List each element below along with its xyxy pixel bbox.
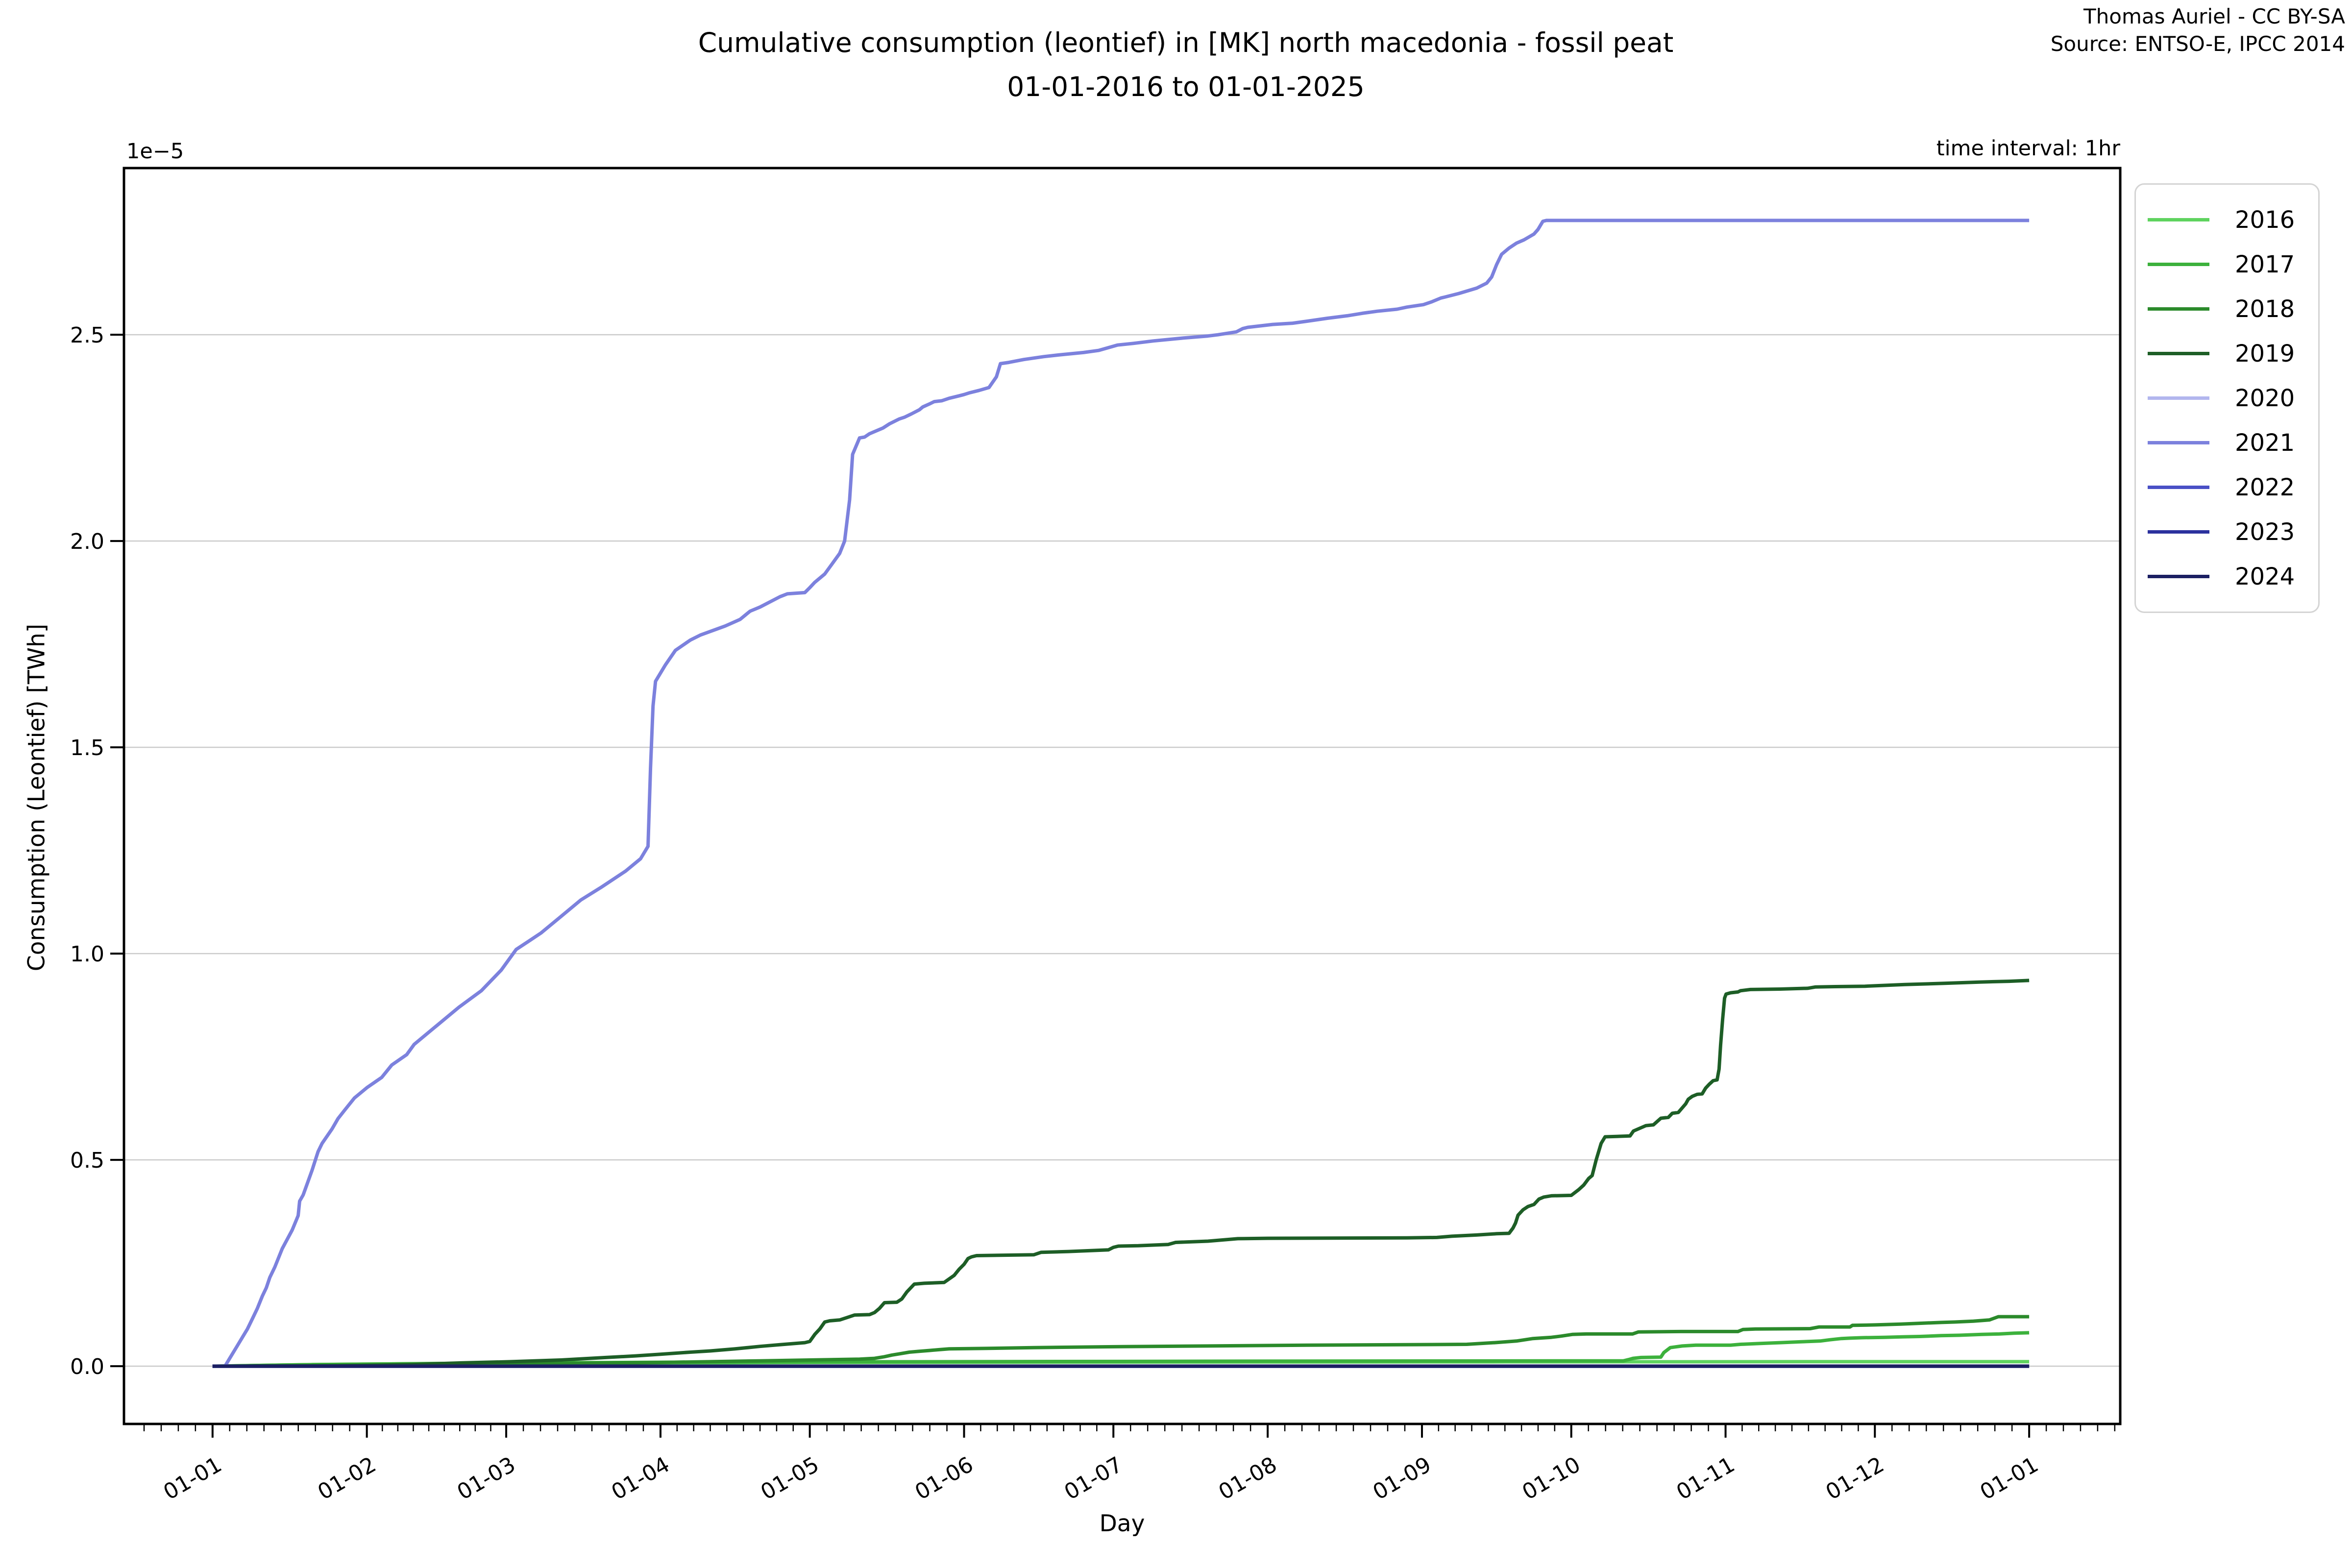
legend-label: 2020 (2235, 384, 2295, 412)
series-line-2019 (212, 979, 2030, 1368)
attribution-source: Source: ENTSO-E, IPCC 2014 (2050, 32, 2345, 56)
y-tick-label: 1.0 (70, 942, 104, 967)
legend-swatch-icon (2148, 307, 2209, 311)
x-tick-label: 01-12 (1822, 1452, 1888, 1505)
legend-swatch-icon (2148, 396, 2209, 400)
y-tick-label: 0.5 (70, 1148, 104, 1173)
y-axis-offset-label: 1e−5 (126, 139, 184, 164)
series-line-2017 (212, 1331, 2030, 1368)
time-interval-label: time interval: 1hr (1936, 136, 2120, 161)
legend-item-2024: 2024 (2148, 554, 2318, 599)
chart-title: Cumulative consumption (leontief) in [MK… (510, 21, 1862, 109)
legend-swatch-icon (2148, 575, 2209, 578)
x-tick-label: 01-09 (1369, 1452, 1435, 1505)
axes-spines (122, 167, 2122, 1425)
legend-item-2019: 2019 (2148, 331, 2318, 376)
legend-item-2023: 2023 (2148, 510, 2318, 554)
legend-swatch-icon (2148, 218, 2209, 221)
y-tick-label: 1.5 (70, 735, 104, 760)
x-tick-label: 01-05 (757, 1452, 823, 1505)
x-tick-label: 01-11 (1672, 1452, 1739, 1505)
legend-item-2018: 2018 (2148, 287, 2318, 331)
attribution-author: Thomas Auriel - CC BY-SA (2083, 4, 2345, 28)
x-tick-label: 01-01 (1976, 1452, 2042, 1505)
y-tick-label: 0.0 (70, 1354, 104, 1379)
x-tick-label: 01-02 (314, 1452, 380, 1505)
x-tick-label: 01-04 (607, 1452, 674, 1505)
legend-label: 2018 (2235, 295, 2295, 323)
legend-swatch-icon (2148, 530, 2209, 534)
legend-label: 2019 (2235, 340, 2295, 368)
y-tick-label: 2.0 (70, 529, 104, 554)
legend-label: 2016 (2235, 206, 2295, 234)
legend-swatch-icon (2148, 441, 2209, 444)
y-tick-label: 2.5 (70, 323, 104, 348)
legend-label: 2021 (2235, 429, 2295, 457)
legend-swatch-icon (2148, 352, 2209, 355)
legend-label: 2023 (2235, 518, 2295, 546)
attribution: Thomas Auriel - CC BY-SA Source: ENTSO-E… (2051, 3, 2345, 58)
legend: 2016 2017 2018 2019 2020 2021 2022 2023 2024 (2134, 183, 2320, 613)
legend-item-2021: 2021 (2148, 420, 2318, 465)
chart-title-line2: 01-01-2016 to 01-01-2025 (1007, 71, 1365, 102)
x-axis-label: Day (1099, 1510, 1145, 1537)
x-tick-label: 01-01 (159, 1452, 226, 1505)
legend-label: 2022 (2235, 473, 2295, 501)
legend-item-2020: 2020 (2148, 376, 2318, 420)
chart-title-line1: Cumulative consumption (leontief) in [MK… (698, 27, 1674, 58)
legend-swatch-icon (2148, 263, 2209, 266)
series-line-2021 (212, 219, 2030, 1368)
x-tick-label: 01-06 (911, 1452, 978, 1505)
legend-item-2022: 2022 (2148, 465, 2318, 510)
x-tick-label: 01-03 (453, 1452, 519, 1505)
legend-item-2016: 2016 (2148, 197, 2318, 242)
x-tick-label: 01-08 (1214, 1452, 1281, 1505)
x-tick-label: 01-10 (1518, 1452, 1585, 1505)
x-tick-label: 01-07 (1060, 1452, 1127, 1505)
legend-label: 2017 (2235, 250, 2295, 278)
legend-item-2017: 2017 (2148, 242, 2318, 287)
legend-swatch-icon (2148, 486, 2209, 489)
series-line-2018 (212, 1315, 2030, 1368)
legend-label: 2024 (2235, 563, 2295, 590)
